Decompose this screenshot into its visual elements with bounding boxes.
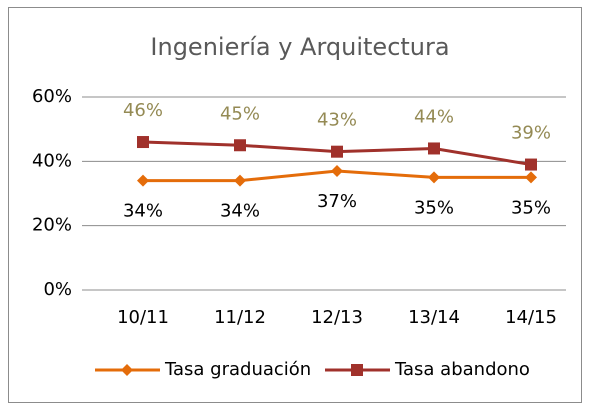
x-tick-label: 12/13 — [311, 307, 363, 328]
data-point — [331, 164, 343, 177]
x-tick-label: 13/14 — [408, 307, 460, 328]
data-point — [137, 136, 149, 149]
legend-label: Tasa abandono — [394, 359, 530, 380]
data-point — [428, 171, 440, 184]
y-tick-label: 60% — [32, 86, 72, 107]
legend-label: Tasa graduación — [164, 359, 311, 380]
legend-marker — [351, 364, 363, 376]
data-point — [525, 171, 537, 184]
data-label: 34% — [123, 201, 163, 222]
data-point — [234, 139, 246, 152]
data-label: 35% — [511, 197, 551, 218]
data-label: 44% — [414, 106, 454, 127]
x-tick-label: 11/12 — [214, 307, 266, 328]
data-label: 39% — [511, 123, 551, 144]
data-label: 35% — [414, 197, 454, 218]
y-tick-label: 0% — [43, 279, 72, 300]
chart-frame — [8, 7, 582, 403]
legend-marker — [121, 364, 133, 376]
x-tick-label: 14/15 — [505, 307, 557, 328]
data-point — [234, 174, 246, 187]
chart-title: Ingeniería y Arquitectura — [150, 33, 449, 61]
data-point — [137, 174, 149, 187]
data-point — [525, 158, 537, 171]
data-label: 43% — [317, 110, 357, 131]
data-point — [331, 145, 343, 158]
data-label: 45% — [220, 103, 260, 124]
x-tick-label: 10/11 — [117, 307, 169, 328]
y-tick-label: 20% — [32, 215, 72, 236]
data-label: 46% — [123, 100, 163, 121]
data-point — [428, 142, 440, 155]
data-label: 34% — [220, 201, 260, 222]
data-label: 37% — [317, 191, 357, 212]
y-tick-label: 40% — [32, 150, 72, 171]
